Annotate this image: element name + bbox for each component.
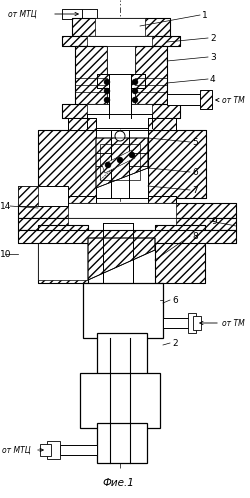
- Bar: [82, 9, 96, 23]
- Circle shape: [128, 152, 134, 158]
- Text: от ТМ: от ТМ: [221, 319, 244, 328]
- Text: 1: 1: [201, 10, 207, 19]
- Circle shape: [104, 88, 110, 94]
- Bar: [18, 230, 235, 243]
- Bar: [148, 118, 175, 130]
- Bar: [18, 230, 235, 243]
- Bar: [87, 114, 152, 128]
- Bar: [192, 316, 200, 330]
- Text: 10: 10: [0, 249, 12, 258]
- Circle shape: [114, 131, 124, 141]
- Circle shape: [132, 79, 138, 85]
- Circle shape: [132, 97, 138, 103]
- Bar: [148, 196, 175, 206]
- Text: от МТЦ: от МТЦ: [2, 446, 30, 455]
- Bar: [62, 9, 82, 19]
- Text: 14: 14: [0, 202, 11, 211]
- Bar: [83, 283, 162, 338]
- Bar: [62, 104, 179, 118]
- Bar: [68, 203, 175, 218]
- Bar: [110, 130, 128, 198]
- Text: 6: 6: [171, 295, 177, 304]
- Bar: [87, 104, 152, 118]
- Bar: [106, 46, 134, 108]
- Bar: [62, 36, 179, 46]
- Polygon shape: [96, 138, 148, 188]
- Text: 6: 6: [191, 167, 197, 176]
- Bar: [40, 444, 51, 456]
- Bar: [82, 9, 96, 23]
- Text: 9: 9: [210, 217, 216, 226]
- Bar: [199, 90, 211, 109]
- Bar: [62, 36, 179, 46]
- Bar: [96, 423, 146, 463]
- Circle shape: [104, 79, 110, 85]
- Circle shape: [132, 88, 138, 94]
- Circle shape: [104, 97, 110, 103]
- Bar: [148, 130, 205, 198]
- Text: 8: 8: [191, 232, 197, 241]
- Text: Фие.1: Фие.1: [102, 478, 134, 488]
- Bar: [162, 318, 190, 328]
- Text: 2: 2: [171, 339, 177, 348]
- Circle shape: [104, 162, 110, 168]
- Text: от ТМ: от ТМ: [221, 96, 244, 105]
- Bar: [18, 186, 68, 206]
- Bar: [18, 203, 235, 218]
- Bar: [62, 9, 82, 19]
- Text: 5: 5: [191, 137, 197, 146]
- Bar: [102, 223, 132, 283]
- Bar: [18, 203, 235, 218]
- Bar: [68, 196, 96, 206]
- Bar: [148, 118, 175, 130]
- Bar: [68, 218, 175, 230]
- Text: 2: 2: [209, 33, 215, 42]
- Bar: [148, 196, 175, 206]
- Bar: [108, 74, 130, 118]
- Bar: [68, 196, 96, 206]
- Bar: [18, 186, 38, 206]
- Bar: [166, 94, 204, 105]
- Bar: [75, 46, 106, 108]
- Polygon shape: [102, 150, 134, 173]
- Bar: [187, 313, 195, 333]
- Bar: [96, 74, 144, 88]
- Bar: [18, 218, 235, 230]
- Bar: [68, 118, 96, 130]
- Bar: [38, 130, 96, 198]
- Bar: [72, 18, 169, 36]
- Bar: [18, 218, 235, 230]
- Bar: [68, 118, 96, 130]
- Bar: [75, 46, 106, 108]
- Bar: [72, 18, 169, 36]
- Text: от МТЦ: от МТЦ: [8, 9, 36, 18]
- Text: 3: 3: [209, 52, 215, 61]
- Bar: [148, 130, 205, 198]
- Bar: [154, 225, 204, 283]
- Bar: [134, 46, 166, 108]
- Bar: [47, 441, 60, 459]
- Bar: [80, 373, 159, 428]
- Text: 7: 7: [191, 185, 197, 195]
- Polygon shape: [88, 238, 154, 280]
- Text: 4: 4: [209, 75, 215, 84]
- Bar: [100, 144, 140, 180]
- Bar: [38, 225, 88, 283]
- Circle shape: [116, 157, 122, 163]
- Bar: [38, 225, 88, 283]
- Bar: [62, 104, 179, 118]
- Bar: [60, 445, 96, 455]
- Bar: [96, 333, 146, 378]
- Bar: [134, 46, 166, 108]
- Bar: [87, 36, 152, 46]
- Bar: [38, 238, 88, 280]
- Bar: [96, 130, 148, 198]
- Bar: [154, 225, 204, 283]
- Bar: [38, 130, 96, 198]
- Bar: [199, 90, 211, 109]
- Bar: [94, 18, 144, 36]
- Bar: [96, 74, 144, 88]
